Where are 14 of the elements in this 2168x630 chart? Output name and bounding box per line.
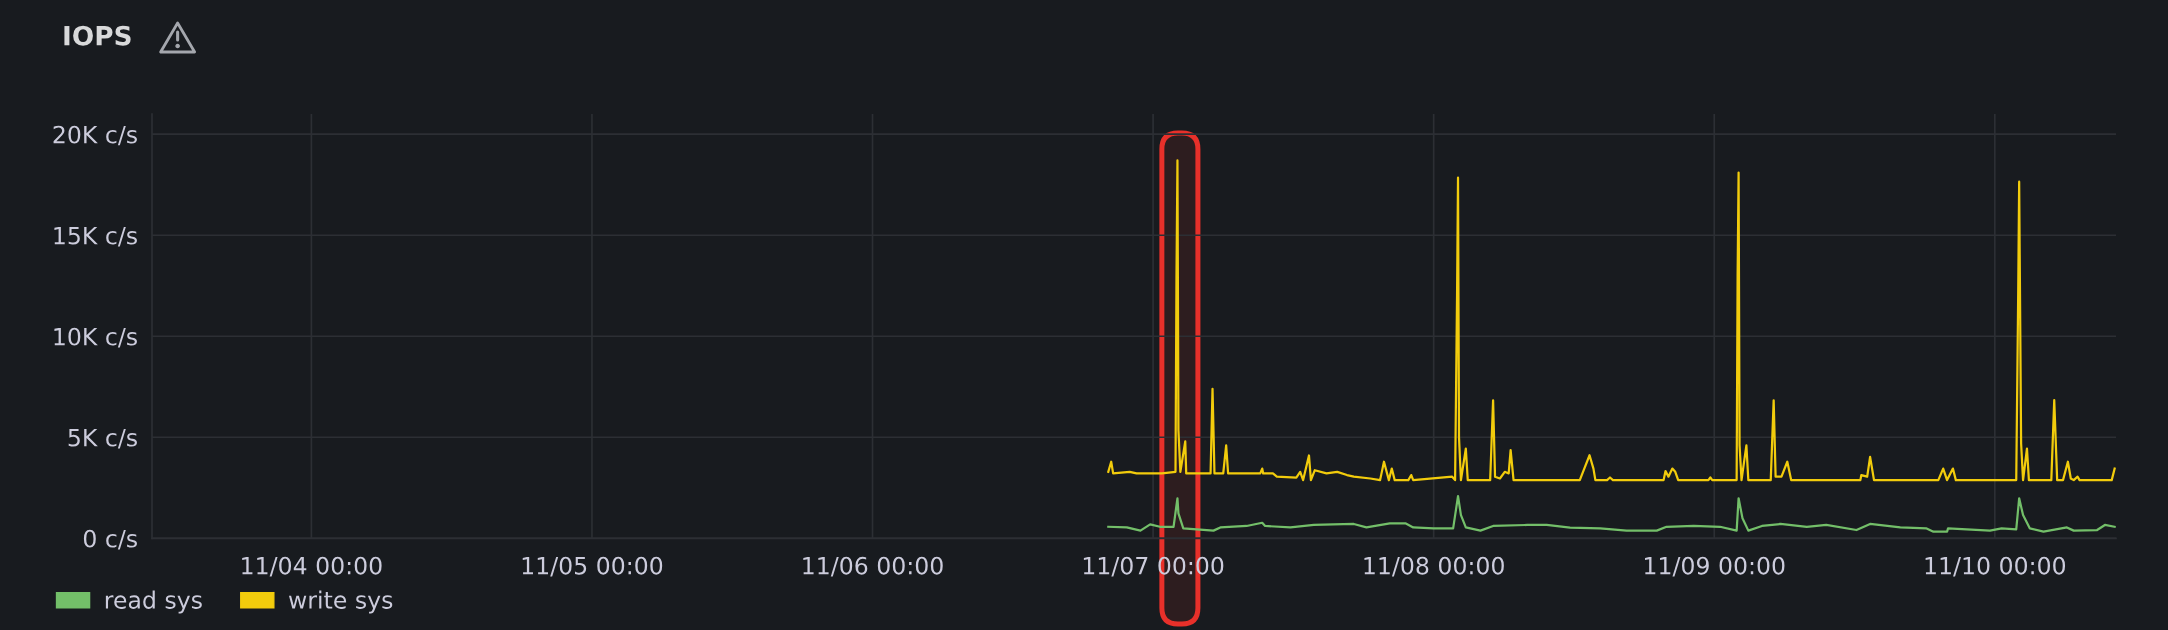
x-tick-label: 11/05 00:00 bbox=[522, 556, 663, 577]
legend-label: write sys bbox=[288, 590, 393, 614]
y-tick-label: 5K c/s bbox=[68, 429, 137, 449]
legend-label: read sys bbox=[105, 590, 202, 614]
x-tick-label: 11/04 00:00 bbox=[242, 556, 382, 577]
x-tick-label: 11/08 00:00 bbox=[1364, 556, 1504, 577]
x-tick-label: 11/10 00:00 bbox=[1925, 556, 2066, 577]
y-tick-label: 20K c/s bbox=[53, 125, 137, 146]
x-tick-label: 11/09 00:00 bbox=[1645, 556, 1785, 577]
y-tick-label: 0 c/s bbox=[83, 529, 137, 550]
y-tick-label: 15K c/s bbox=[54, 226, 137, 247]
y-tick-label: 10K c/s bbox=[54, 327, 137, 348]
x-tick-label: 11/06 00:00 bbox=[803, 556, 943, 577]
chart-title: IOPS bbox=[64, 25, 131, 46]
